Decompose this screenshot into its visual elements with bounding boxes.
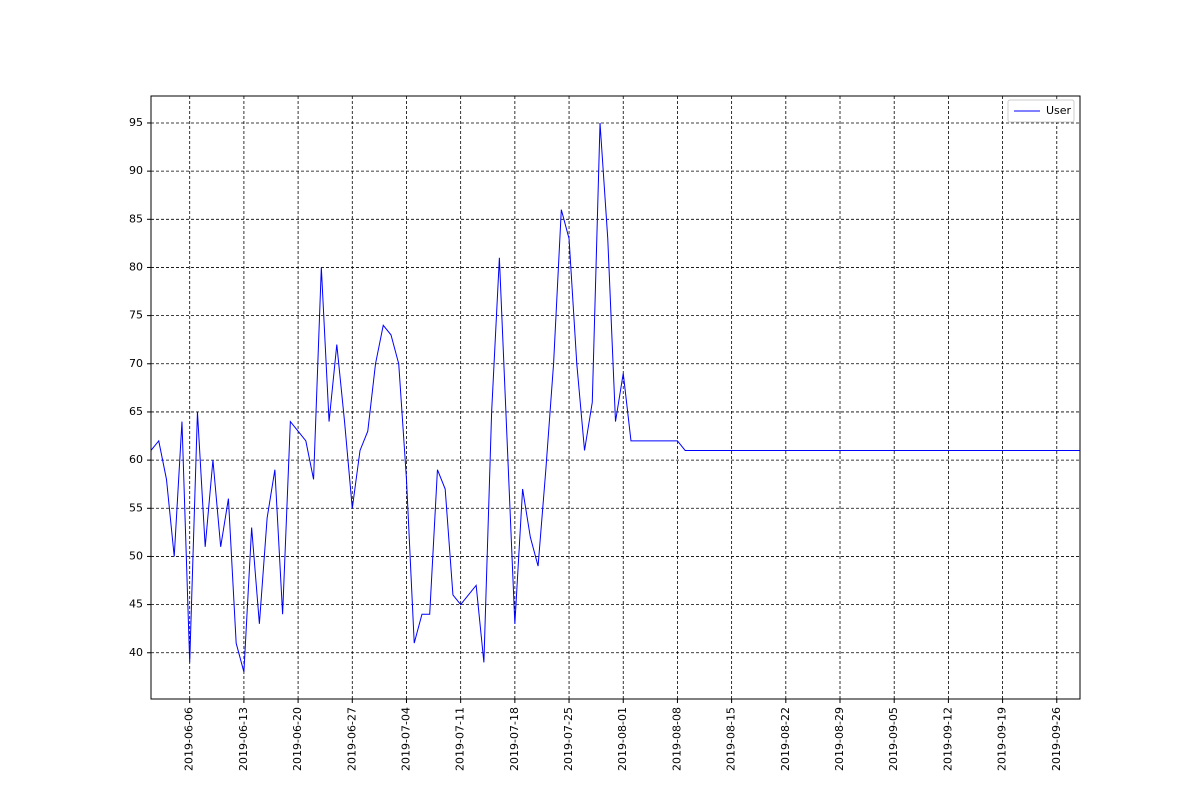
x-tick-label: 2019-09-05 xyxy=(887,707,900,771)
y-tick-label: 70 xyxy=(129,357,143,370)
legend-box xyxy=(1007,99,1075,123)
axes-frame xyxy=(150,95,1081,700)
y-tick-label: 45 xyxy=(129,598,143,611)
x-tick-label: 2019-06-13 xyxy=(237,707,250,771)
legend-label: User xyxy=(1046,104,1072,117)
x-tick-label: 2019-06-20 xyxy=(291,707,304,771)
y-tick-label: 55 xyxy=(129,501,143,514)
x-tick-label: 2019-09-26 xyxy=(1050,707,1063,771)
x-tick-label: 2019-09-19 xyxy=(996,707,1009,771)
x-tick-label: 2019-09-12 xyxy=(941,707,954,771)
y-tick-label: 75 xyxy=(129,309,143,322)
y-tick-label: 80 xyxy=(129,260,143,273)
x-tick-label: 2019-07-18 xyxy=(508,707,521,771)
plot-area xyxy=(151,96,1080,699)
y-tick-label: 60 xyxy=(129,453,143,466)
series-line xyxy=(151,122,1080,673)
x-tick-label: 2019-08-22 xyxy=(779,707,792,771)
x-tick-label: 2019-08-08 xyxy=(670,707,683,771)
x-tick-label: 2019-08-15 xyxy=(725,707,738,771)
x-tick-label: 2019-07-11 xyxy=(454,707,467,771)
y-tick-label: 90 xyxy=(129,164,143,177)
x-tick-label: 2019-07-04 xyxy=(399,707,412,771)
x-tick-label: 2019-06-06 xyxy=(183,707,196,771)
y-tick-label: 40 xyxy=(129,646,143,659)
y-tick-label: 95 xyxy=(129,116,143,129)
y-tick-label: 85 xyxy=(129,212,143,225)
x-tick-label: 2019-07-25 xyxy=(562,707,575,771)
y-tick-label: 50 xyxy=(129,549,143,562)
x-tick-label: 2019-08-29 xyxy=(833,707,846,771)
y-tick-label: 65 xyxy=(129,405,143,418)
x-tick-label: 2019-08-01 xyxy=(616,707,629,771)
x-tick-label: 2019-06-27 xyxy=(345,707,358,771)
